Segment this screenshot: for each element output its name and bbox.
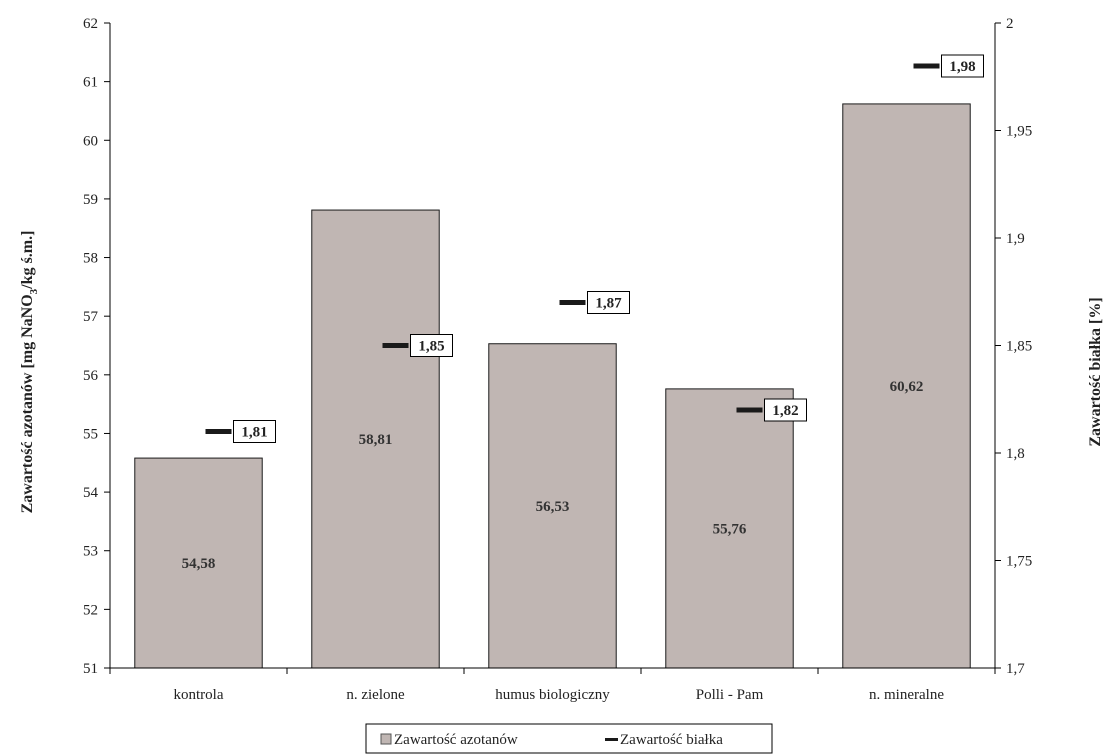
- x-tick-label: n. zielone: [346, 687, 405, 703]
- protein-label-box: [941, 54, 984, 78]
- legend-swatch-nitrates: [380, 733, 392, 745]
- protein-label-box: [764, 398, 807, 422]
- y-right-tick-label: 1,95: [1006, 124, 1032, 140]
- bar: [488, 343, 617, 669]
- protein-label-box: [233, 420, 276, 443]
- y-right-tick-label: 1,8: [1006, 446, 1025, 462]
- protein-marker: [913, 63, 940, 69]
- protein-label: 1,81: [241, 425, 267, 441]
- legend-swatch-protein: [605, 738, 618, 741]
- plot-area: 54,58 58,81 56,53 55,76 60,62 51 52 53 54 55 56 57 5…: [83, 16, 1032, 703]
- y-right-tick-label: 2: [1006, 16, 1014, 32]
- x-tick-label: Polli - Pam: [696, 687, 764, 703]
- bar-label: 56,53: [536, 499, 570, 515]
- legend-frame: [365, 723, 773, 754]
- x-tick-label: kontrola: [174, 687, 224, 703]
- protein-marker: [559, 300, 586, 305]
- y-left-tick-label: 52: [83, 602, 98, 618]
- bar-label: 55,76: [713, 521, 747, 537]
- y-right-tick-label: 1,75: [1006, 554, 1032, 570]
- y-left-tick-label: 56: [83, 368, 99, 384]
- y-right-tick-label: 1,85: [1006, 339, 1032, 355]
- y-left-tick-label: 60: [83, 133, 98, 149]
- bar: [665, 388, 794, 669]
- y-left-tick-label: 51: [83, 661, 98, 677]
- y-left-tick-label: 61: [83, 75, 98, 91]
- protein-label: 1,87: [595, 296, 622, 312]
- protein-marker: [736, 407, 763, 413]
- bar: [134, 457, 263, 669]
- protein-marker: [382, 343, 409, 348]
- y-axis-right-title: Zawartość białka [%]: [1087, 297, 1104, 446]
- y-left-tick-label: 59: [83, 192, 98, 208]
- y-left-tick-label: 62: [83, 16, 98, 32]
- y-left-tick-label: 53: [83, 544, 98, 560]
- bar-label: 58,81: [359, 432, 393, 448]
- protein-marker: [205, 429, 232, 434]
- y-axis-left-title-suffix: /kg ś.m.]: [19, 231, 36, 290]
- x-tick-label: n. mineralne: [869, 687, 944, 703]
- bar-label: 60,62: [890, 379, 924, 395]
- legend: Zawartość azotanów Zawartość białka: [365, 723, 773, 754]
- y-left-tick-label: 57: [83, 309, 99, 325]
- legend-label-nitrates: Zawartość azotanów: [394, 732, 518, 748]
- x-tick-label: humus biologiczny: [495, 687, 610, 703]
- y-left-tick-label: 55: [83, 426, 98, 442]
- protein-label: 1,98: [949, 59, 975, 75]
- protein-label: 1,82: [772, 403, 798, 419]
- y-left-tick-label: 54: [83, 485, 99, 501]
- protein-label-box: [410, 334, 453, 357]
- bar-label: 54,58: [182, 556, 216, 572]
- y-left-tick-label: 58: [83, 251, 98, 267]
- y-right-tick-label: 1,7: [1006, 661, 1025, 677]
- bar: [842, 103, 971, 669]
- legend-label-protein: Zawartość białka: [620, 732, 723, 748]
- y-axis-left-title-subscript: 3: [28, 288, 40, 294]
- protein-label-box: [587, 291, 630, 314]
- y-axis-left-title-prefix: Zawartość azotanów [mg NaNO: [19, 294, 36, 513]
- protein-label: 1,85: [418, 339, 444, 355]
- y-axis-left-title: Zawartość azotanów [mg NaNO3/kg ś.m.]: [19, 231, 40, 514]
- bar: [311, 209, 440, 669]
- y-right-tick-label: 1,9: [1006, 231, 1025, 247]
